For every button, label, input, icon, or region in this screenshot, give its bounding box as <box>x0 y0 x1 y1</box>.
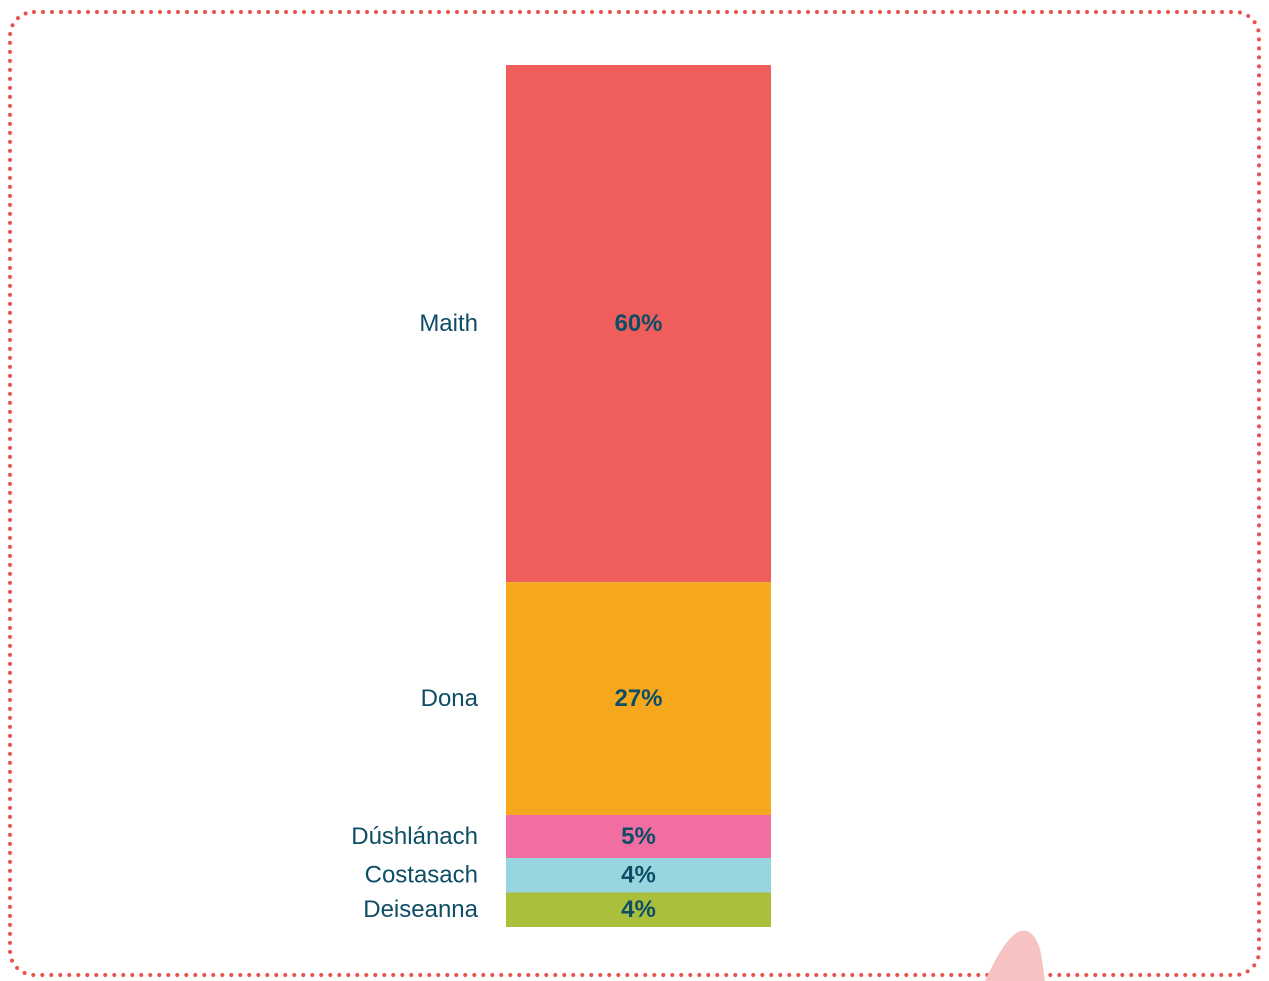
category-label: Dúshlánach <box>351 823 478 850</box>
value-label: 4% <box>621 896 656 923</box>
category-label: Dona <box>421 685 479 712</box>
value-label: 4% <box>621 862 656 889</box>
category-label: Maith <box>419 310 478 337</box>
chart: Maith 60% Dona 27% Dúshlánach 5% Costasach 4% De… <box>0 0 1269 981</box>
category-label: Deiseanna <box>363 896 478 923</box>
page: Maith 60% Dona 27% Dúshlánach 5% Costasach 4% De… <box>0 0 1269 981</box>
value-label: 60% <box>614 310 662 337</box>
decoration <box>985 931 1045 981</box>
value-label: 5% <box>621 823 656 850</box>
value-label: 27% <box>614 685 662 712</box>
category-label: Costasach <box>365 862 478 889</box>
